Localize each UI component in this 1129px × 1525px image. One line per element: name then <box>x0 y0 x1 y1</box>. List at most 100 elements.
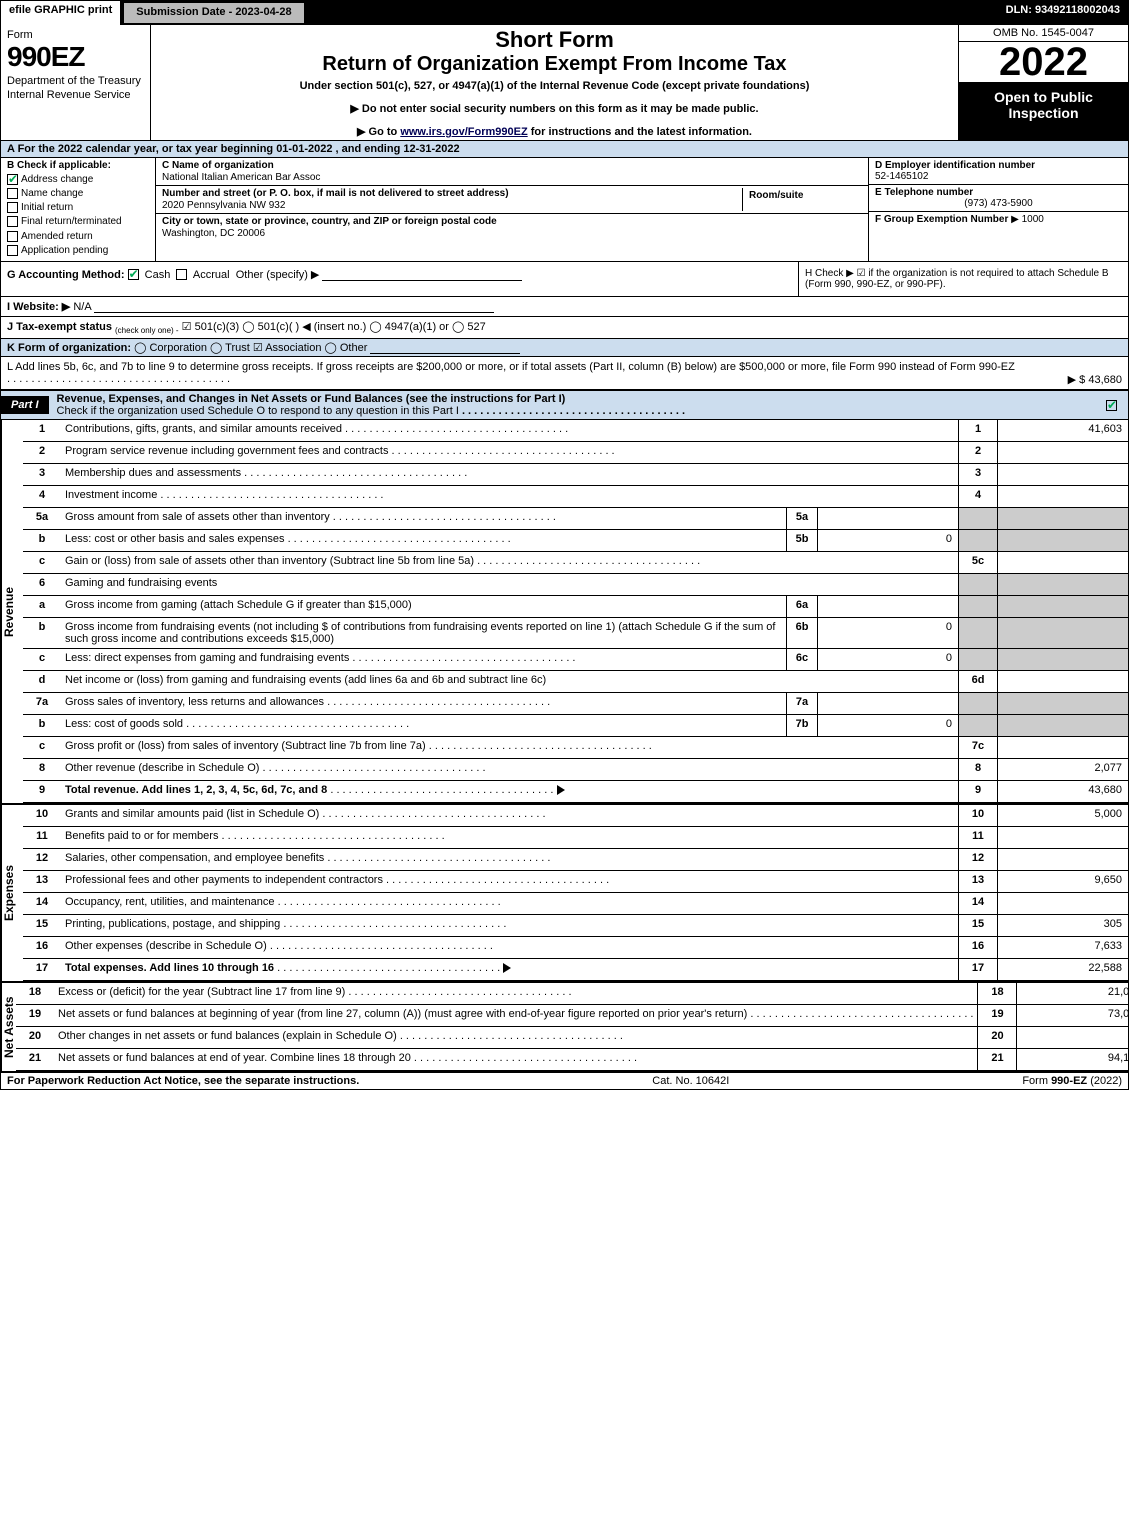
footer-center: Cat. No. 10642I <box>359 1075 1022 1087</box>
line-val <box>998 671 1128 692</box>
part-i-dots <box>462 405 685 417</box>
line-no: 20 <box>16 1027 54 1048</box>
line-no: b <box>23 715 61 736</box>
line-val-shade <box>998 508 1128 529</box>
chk-final-return[interactable]: Final return/terminated <box>7 216 149 227</box>
line-subval <box>818 508 958 529</box>
expenses-table: Expenses 10Grants and similar amounts pa… <box>1 803 1128 981</box>
line-desc: Grants and similar amounts paid (list in… <box>61 805 958 826</box>
g-accrual: Accrual <box>193 269 230 281</box>
line-no: 19 <box>16 1005 54 1026</box>
line-no: 16 <box>23 937 61 958</box>
line-val-shade <box>998 649 1128 670</box>
line-val-shade <box>998 574 1128 595</box>
line-rno: 1 <box>958 420 998 441</box>
line-3: 3Membership dues and assessments3 <box>23 464 1128 486</box>
chk-name-change[interactable]: Name change <box>7 188 149 199</box>
addr-value: 2020 Pennsylvania NW 932 <box>162 200 742 211</box>
line-val: 21,092 <box>1017 983 1129 1004</box>
l-value: ▶ $ 43,680 <box>1068 373 1122 386</box>
line-desc: Less: cost of goods sold <box>61 715 786 736</box>
line-no: 7a <box>23 693 61 714</box>
line-subval: 0 <box>818 649 958 670</box>
l-dots <box>7 373 230 385</box>
line-20: 20Other changes in net assets or fund ba… <box>16 1027 1129 1049</box>
triangle-icon <box>557 785 565 795</box>
line-subval: 0 <box>818 618 958 648</box>
line-desc: Gaming and fundraising events <box>61 574 958 595</box>
line-desc: Total revenue. Add lines 1, 2, 3, 4, 5c,… <box>61 781 958 802</box>
irs-link[interactable]: www.irs.gov/Form990EZ <box>400 126 527 138</box>
title-right: OMB No. 1545-0047 2022 Open to Public In… <box>958 25 1128 140</box>
line-rno-shade <box>958 715 998 736</box>
checkbox-icon[interactable] <box>128 269 139 280</box>
section-a: A For the 2022 calendar year, or tax yea… <box>1 141 1128 158</box>
line-val: 94,168 <box>1017 1049 1129 1070</box>
chk-address-change[interactable]: Address change <box>7 174 149 185</box>
org-name-label: C Name of organization <box>162 160 862 171</box>
checkbox-icon <box>7 231 18 242</box>
ssn-warning: ▶ Do not enter social security numbers o… <box>157 102 952 115</box>
chk-initial-return[interactable]: Initial return <box>7 202 149 213</box>
chk-label: Amended return <box>21 231 93 242</box>
part-i-header: Part I Revenue, Expenses, and Changes in… <box>1 390 1128 420</box>
title-block: Form 990EZ Department of the Treasury In… <box>1 25 1128 141</box>
line-no: 13 <box>23 871 61 892</box>
org-name-value: National Italian American Bar Assoc <box>162 172 862 183</box>
city-value: Washington, DC 20006 <box>162 228 862 239</box>
line-subno: 5b <box>786 530 818 551</box>
org-name-row: C Name of organization National Italian … <box>156 158 868 186</box>
chk-label: Address change <box>21 174 93 185</box>
line-2: 2Program service revenue including gover… <box>23 442 1128 464</box>
line-subval: 0 <box>818 530 958 551</box>
dept-irs: Internal Revenue Service <box>7 89 144 101</box>
line-no: 4 <box>23 486 61 507</box>
chk-application-pending[interactable]: Application pending <box>7 245 149 256</box>
line-desc: Gross profit or (loss) from sales of inv… <box>61 737 958 758</box>
line-desc: Other expenses (describe in Schedule O) <box>61 937 958 958</box>
line-rno-shade <box>958 618 998 648</box>
footer-right: Form 990-EZ (2022) <box>1022 1075 1122 1087</box>
ein-value: 52-1465102 <box>875 171 1122 182</box>
line-desc: Contributions, gifts, grants, and simila… <box>61 420 958 441</box>
checkbox-icon[interactable] <box>176 269 187 280</box>
part-i-checkbox[interactable] <box>1098 397 1128 413</box>
line-subno: 6a <box>786 596 818 617</box>
triangle-icon <box>503 963 511 973</box>
line-9-bold: Total revenue. Add lines 1, 2, 3, 4, 5c,… <box>65 784 327 796</box>
line-desc: Printing, publications, postage, and shi… <box>61 915 958 936</box>
room-cell: Room/suite <box>742 188 862 211</box>
line-subval <box>818 693 958 714</box>
line-no: 5a <box>23 508 61 529</box>
line-no: d <box>23 671 61 692</box>
line-no: b <box>23 618 61 648</box>
line-17-dots <box>277 962 500 974</box>
line-21: 21Net assets or fund balances at end of … <box>16 1049 1129 1071</box>
section-j: J Tax-exempt status (check only one) - ☑… <box>1 317 1128 339</box>
page-footer: For Paperwork Reduction Act Notice, see … <box>1 1071 1128 1089</box>
line-desc: Less: direct expenses from gaming and fu… <box>61 649 786 670</box>
line-desc: Gross amount from sale of assets other t… <box>61 508 786 529</box>
line-rno-shade <box>958 693 998 714</box>
line-val <box>998 486 1128 507</box>
line-6b: bGross income from fundraising events (n… <box>23 618 1128 649</box>
short-form-title: Short Form <box>157 27 952 53</box>
open-public: Open to Public Inspection <box>959 83 1128 140</box>
line-no: 11 <box>23 827 61 848</box>
phone-label: E Telephone number <box>875 187 1122 198</box>
line-desc: Total expenses. Add lines 10 through 16 <box>61 959 958 980</box>
line-8: 8Other revenue (describe in Schedule O)8… <box>23 759 1128 781</box>
line-desc: Gross income from fundraising events (no… <box>61 618 786 648</box>
line-no: 3 <box>23 464 61 485</box>
line-5a: 5aGross amount from sale of assets other… <box>23 508 1128 530</box>
footer-right-bold: 990-EZ <box>1051 1075 1087 1087</box>
j-opts: ☑ 501(c)(3) ◯ 501(c)( ) ◀ (insert no.) ◯… <box>182 321 486 333</box>
chk-amended-return[interactable]: Amended return <box>7 231 149 242</box>
section-c: C Name of organization National Italian … <box>156 158 868 261</box>
line-val <box>998 737 1128 758</box>
checkbox-icon <box>7 245 18 256</box>
k-opts: ◯ Corporation ◯ Trust ☑ Association ◯ Ot… <box>134 342 367 354</box>
line-12: 12Salaries, other compensation, and empl… <box>23 849 1128 871</box>
revenue-sidelabel: Revenue <box>1 420 23 803</box>
group-exempt-row: F Group Exemption Number ▶ 1000 <box>869 212 1128 261</box>
